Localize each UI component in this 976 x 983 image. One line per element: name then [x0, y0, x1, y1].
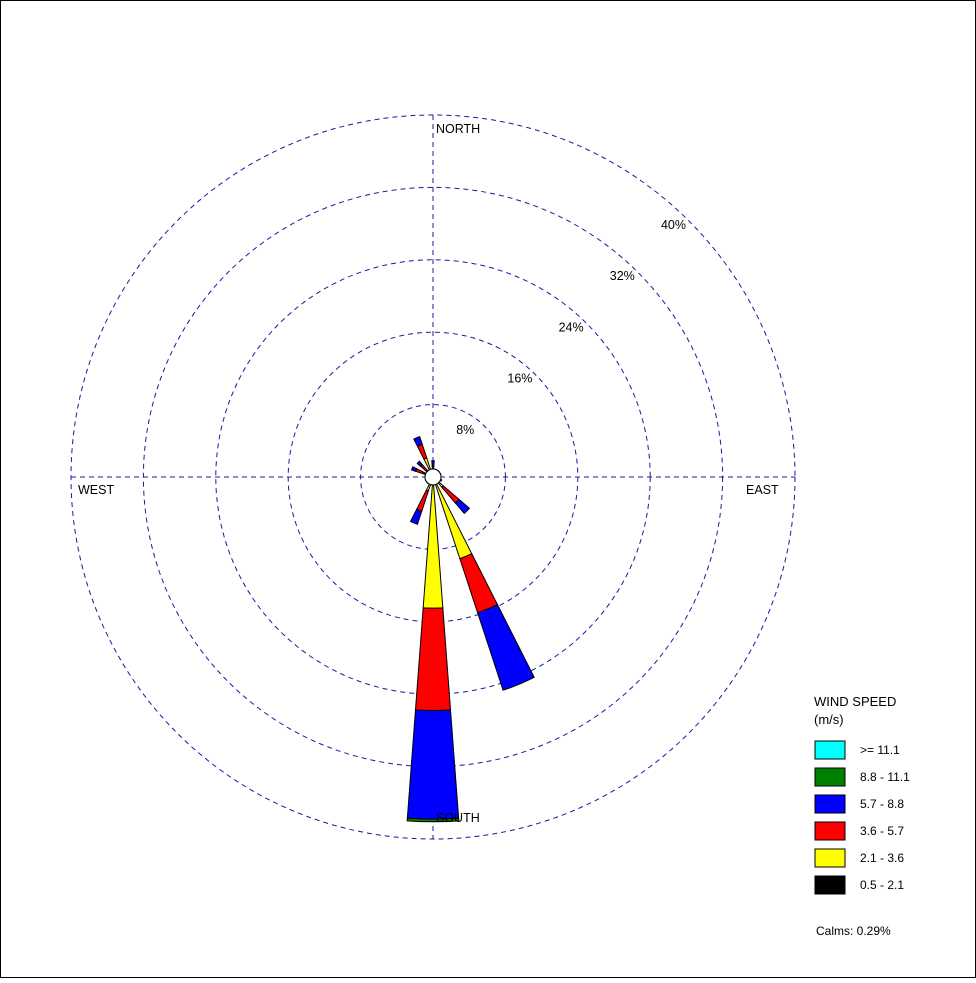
label-north: NORTH: [436, 122, 480, 136]
legend-label-1: >= 11.1: [860, 743, 900, 757]
ring-label-4: 32%: [610, 269, 635, 283]
calm-circle: [424, 468, 442, 486]
ring-labels: 8% 16% 24% 32% 40%: [456, 218, 686, 437]
legend-title-line2: (m/s): [814, 712, 844, 727]
legend-swatch-5: [814, 848, 846, 868]
petal-292.5-bin-4: [410, 466, 418, 472]
legend-swatch-6: [814, 875, 846, 895]
petal-180-bin-4: [406, 709, 460, 820]
legend-swatch-2: [814, 767, 846, 787]
petal-0-bin-4: [431, 460, 435, 467]
petal-315-bin-4: [416, 460, 424, 468]
legend-swatch-4: [814, 821, 846, 841]
ring-label-5: 40%: [661, 218, 686, 232]
legend-label-2: 8.8 - 11.1: [860, 770, 910, 784]
ring-label-3: 24%: [559, 320, 584, 334]
ring-label-2: 16%: [507, 372, 532, 386]
petal-157.5-bin-4: [477, 603, 535, 691]
legend-title-line1: WIND SPEED: [814, 694, 896, 709]
legend-swatch-3: [814, 794, 846, 814]
legend-label-3: 5.7 - 8.8: [860, 797, 904, 811]
petal-135-bin-4: [454, 498, 471, 515]
petal-337.5-bin-4: [413, 435, 423, 447]
legend-label-4: 3.6 - 5.7: [860, 824, 904, 838]
legend-items: >= 11.1 8.8 - 11.1 5.7 - 8.8 3.6 - 5.7 2.1 -…: [814, 740, 910, 895]
legend-label-6: 0.5 - 2.1: [860, 878, 904, 892]
petal-202.5-bin-4: [409, 508, 423, 525]
legend-calms: Calms: 0.29%: [816, 924, 891, 938]
label-west: WEST: [78, 483, 114, 497]
label-south: SOUTH: [436, 811, 480, 825]
legend-swatch-1: [814, 740, 846, 760]
petal-180-bin-5: [406, 817, 460, 823]
ring-label-1: 8%: [456, 423, 474, 437]
legend-label-5: 2.1 - 3.6: [860, 851, 904, 865]
label-east: EAST: [746, 483, 779, 497]
legend: WIND SPEED (m/s) >= 11.1 8.8 - 11.1 5.7 - …: [814, 694, 910, 938]
